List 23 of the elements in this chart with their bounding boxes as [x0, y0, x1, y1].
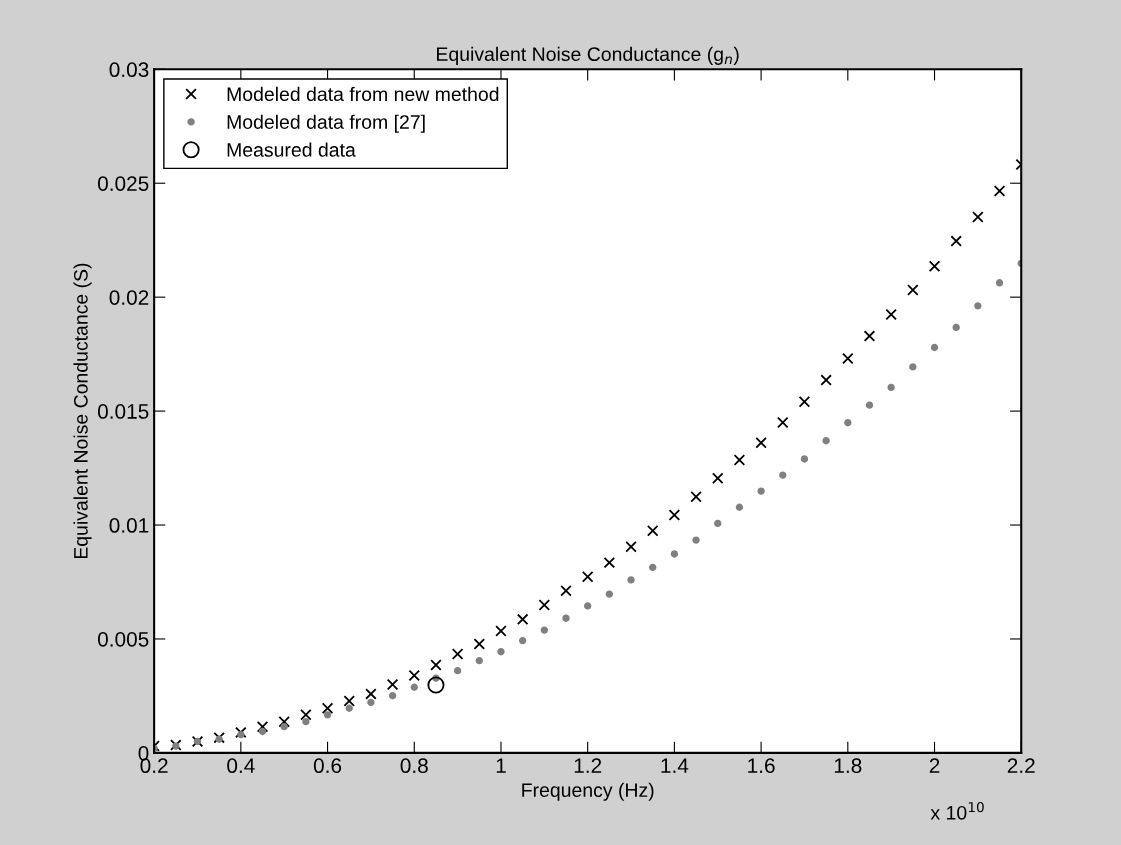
x-tick-label: 1.6: [748, 758, 775, 774]
legend-label: Measured data: [227, 142, 356, 157]
x-tick-label: 1.4: [661, 758, 689, 773]
y-tick-label: 0.005: [97, 631, 149, 647]
chart-title: Equivalent Noise Conductance (g$_{n}$): [437, 46, 739, 65]
legend-label: Modeled data from [27]: [227, 114, 425, 133]
x-tick-label: 1.8: [834, 758, 862, 774]
y-tick-label: 0.015: [97, 404, 149, 419]
x-tick-label: 0.8: [400, 758, 428, 774]
x-tick-label: 0.4: [227, 758, 255, 774]
y-axis-title: Equivalent Noise Conductance (S): [73, 263, 92, 559]
y-tick-label: 0.02: [109, 290, 149, 305]
text: x 10$^{10}$: [930, 801, 984, 820]
x-tick-label: 2.2: [1007, 758, 1035, 773]
y-tick-label: 0.03: [109, 62, 149, 78]
x-tick-label: 1.2: [574, 758, 602, 773]
x-tick-label: 1: [496, 758, 506, 773]
x-axis-title: Frequency (Hz): [522, 782, 654, 801]
y-tick-label: 0.01: [109, 518, 149, 533]
y-tick-label: 0.025: [97, 176, 149, 191]
x-tick-label: 0.6: [313, 758, 342, 774]
x-tick-label: 2: [929, 758, 940, 773]
legend-label: Modeled data from new method: [227, 86, 499, 102]
